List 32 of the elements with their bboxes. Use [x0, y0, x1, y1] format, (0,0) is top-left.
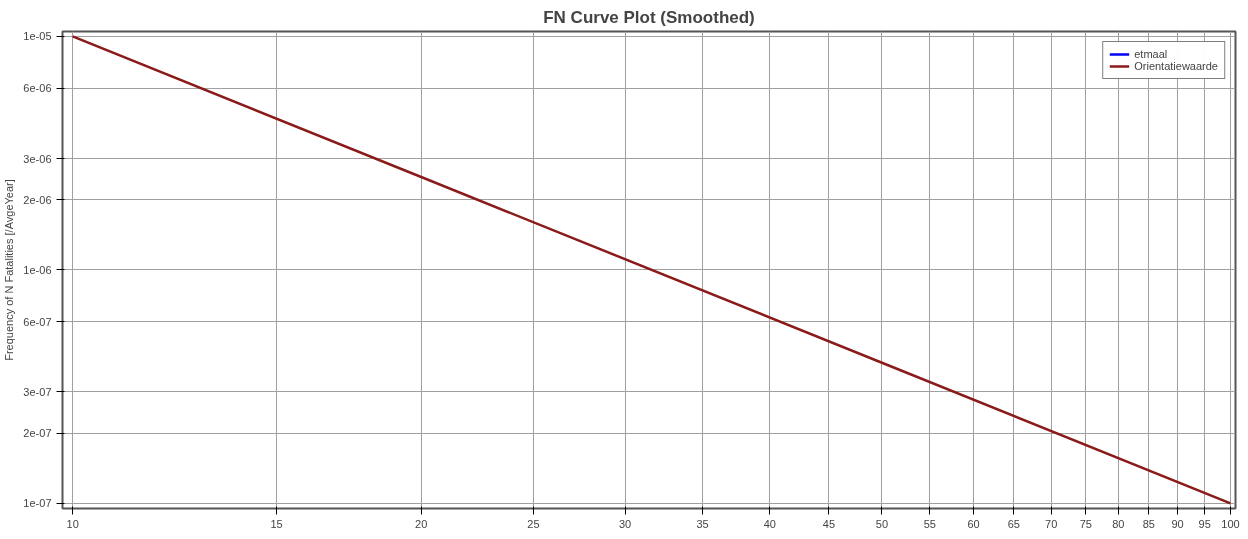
chart-title: FN Curve Plot (Smoothed)	[543, 7, 755, 27]
x-tick-label: 40	[763, 517, 776, 530]
x-tick-label: 55	[923, 517, 937, 530]
y-tick-label: 1e-07	[23, 497, 52, 510]
x-tick-label: 65	[1007, 517, 1021, 530]
y-tick-label: 3e-07	[23, 385, 52, 398]
y-tick-label: 3e-06	[23, 152, 52, 165]
x-tick-label: 25	[527, 517, 540, 530]
y-tick-label: 1e-06	[23, 263, 52, 276]
x-tick-label: 75	[1079, 517, 1092, 530]
x-tick-label: 100	[1221, 517, 1240, 530]
x-tick-label: 35	[696, 517, 709, 530]
x-tick-label: 20	[415, 517, 428, 530]
x-tick-label: 85	[1142, 517, 1155, 530]
x-tick-label: 15	[270, 517, 283, 530]
x-tick-label: 45	[822, 517, 836, 530]
y-tick-label: 1e-05	[23, 30, 52, 43]
legend-label: etmaal	[1134, 48, 1168, 60]
x-tick-label: 80	[1112, 517, 1125, 530]
y-axis-title: Frequency of N Fatalities [/AvgeYear]	[3, 179, 16, 361]
x-tick-label: 95	[1198, 517, 1211, 530]
x-tick-label: 10	[66, 517, 79, 530]
x-tick-label: 30	[618, 517, 632, 530]
x-tick-label: 70	[1045, 517, 1058, 530]
x-tick-label: 50	[875, 517, 889, 530]
x-tick-label: 60	[967, 517, 980, 530]
y-tick-label: 6e-06	[23, 82, 52, 95]
y-tick-label: 2e-07	[23, 427, 52, 440]
x-tick-label: 90	[1171, 517, 1184, 530]
legend-label: Orientatiewaarde	[1134, 60, 1218, 72]
y-tick-label: 2e-06	[23, 193, 52, 206]
y-tick-label: 6e-07	[23, 315, 52, 328]
